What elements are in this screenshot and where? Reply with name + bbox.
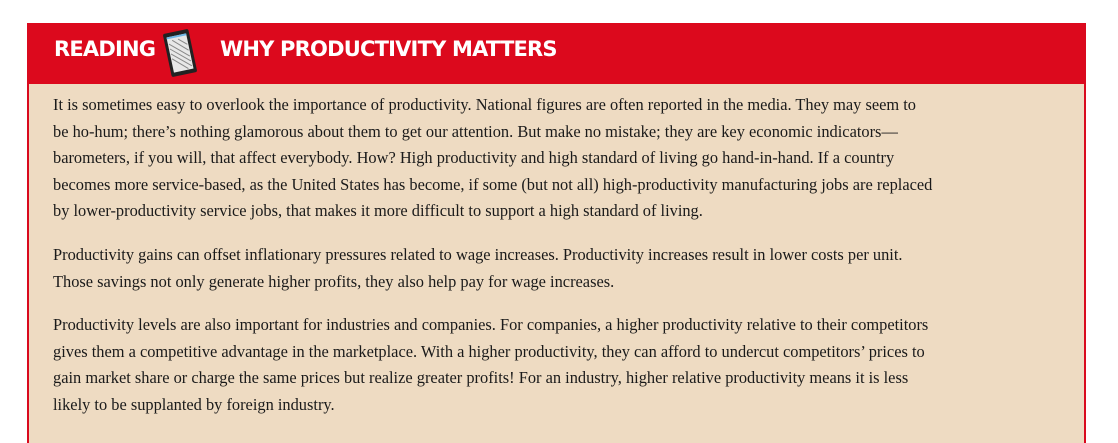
reading-content: It is sometimes easy to overlook the imp… xyxy=(53,92,1064,436)
text-line: gives them a competitive advantage in th… xyxy=(53,341,925,361)
text-line: barometers, if you will, that affect eve… xyxy=(53,148,895,168)
reading-box: READING WHY PRODUCTIVITY MATTERS It is s… xyxy=(27,23,1086,443)
paragraph: Productivity gains can offset inflationa… xyxy=(53,242,1064,295)
reading-label: READING xyxy=(54,37,156,61)
paragraph: It is sometimes easy to overlook the imp… xyxy=(53,92,1064,225)
text-line: Productivity levels are also important f… xyxy=(53,315,929,335)
text-line: gain market share or charge the same pri… xyxy=(53,368,909,388)
text-line: likely to be supplanted by foreign indus… xyxy=(53,394,335,414)
text-line: Those savings not only generate higher p… xyxy=(53,271,615,291)
reading-title: WHY PRODUCTIVITY MATTERS xyxy=(220,37,558,61)
text-line: It is sometimes easy to overlook the imp… xyxy=(53,95,916,114)
tablet-icon xyxy=(163,29,197,77)
text-line: by lower-productivity service jobs, that… xyxy=(53,201,703,221)
paragraph: Productivity levels are also important f… xyxy=(53,312,1064,418)
reading-header: READING WHY PRODUCTIVITY MATTERS xyxy=(29,23,1084,84)
text-line: becomes more service-based, as the Unite… xyxy=(53,174,933,194)
text-line: Productivity gains can offset inflationa… xyxy=(53,244,903,264)
text-line: be ho-hum; there’s nothing glamorous abo… xyxy=(53,121,898,141)
